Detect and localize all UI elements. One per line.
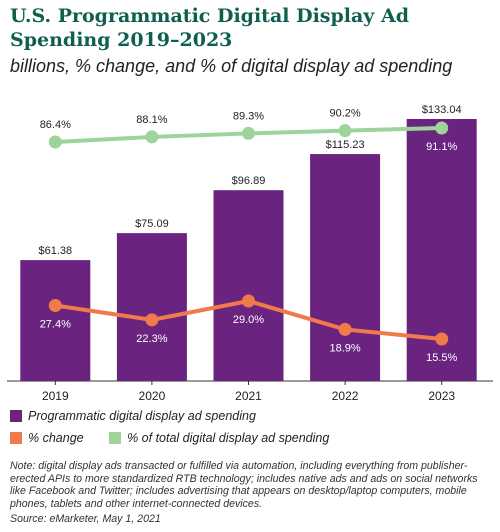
- chart-source: Source: eMarketer, May 1, 2021: [10, 513, 161, 525]
- legend-swatch-share: [109, 432, 122, 444]
- bar-2021: [213, 190, 284, 381]
- share-label-2020: 88.1%: [136, 114, 167, 126]
- change-label-2023: 15.5%: [426, 352, 457, 364]
- share-point-2022: [338, 124, 352, 138]
- legend-row-2: % change % of total digital display ad s…: [10, 431, 490, 447]
- bar-value-label-2022: $115.23: [326, 139, 365, 151]
- change-point-2021: [242, 294, 255, 308]
- x-tick-label-2022: 2022: [332, 389, 359, 403]
- bar-2022: [310, 154, 381, 381]
- x-tick-label-2019: 2019: [42, 389, 69, 403]
- change-label-2022: 18.9%: [329, 342, 360, 354]
- change-label-2019: 27.4%: [40, 319, 71, 331]
- change-point-2022: [338, 322, 352, 336]
- x-tick-label-2020: 2020: [139, 389, 166, 403]
- x-tick-label-2023: 2023: [428, 389, 455, 403]
- change-label-2020: 22.3%: [136, 333, 167, 345]
- chart: $61.38 $75.09 $96.89 $115.23 $133.04 2019 2020…: [7, 104, 493, 403]
- chart-title: U.S. Programmatic Digital Display Ad Spe…: [10, 5, 409, 51]
- change-point-2020: [145, 313, 159, 327]
- chart-subtitle: billions, % change, and % of digital dis…: [10, 56, 453, 76]
- change-label-2021: 29.0%: [233, 314, 264, 326]
- bar-value-label-2019: $61.38: [38, 245, 72, 257]
- bar-2020: [116, 233, 187, 381]
- share-label-2019: 86.4%: [40, 119, 71, 131]
- share-point-2019: [48, 135, 62, 149]
- share-label-2023: 91.1%: [426, 141, 457, 153]
- share-point-2023: [435, 121, 449, 135]
- bar-value-label-2020: $75.09: [135, 218, 169, 230]
- bar-value-label-2023: $133.04: [422, 104, 462, 116]
- legend-label-share: % of total digital display ad spending: [127, 431, 330, 445]
- change-point-2023: [435, 332, 449, 346]
- share-point-2021: [242, 126, 255, 140]
- legend-label-change: % change: [28, 431, 84, 445]
- share-label-2022: 90.2%: [329, 108, 360, 120]
- share-point-2020: [145, 130, 159, 144]
- chart-note: Note: digital display ads transacted or …: [10, 460, 478, 510]
- legend-item-spending: Programmatic digital display ad spending: [10, 409, 256, 423]
- legend-row-1: Programmatic digital display ad spending: [10, 409, 490, 425]
- legend-label-spending: Programmatic digital display ad spending: [28, 409, 256, 423]
- change-point-2019: [48, 299, 62, 313]
- legend-item-share: % of total digital display ad spending: [109, 431, 329, 445]
- x-tick-label-2021: 2021: [235, 389, 262, 403]
- bar-value-label-2021: $96.89: [232, 175, 266, 187]
- share-label-2021: 89.3%: [233, 110, 264, 122]
- bar-2019: [20, 260, 91, 381]
- legend-item-change: % change: [10, 431, 84, 445]
- legend-swatch-change: [10, 432, 22, 444]
- legend-swatch-spending: [10, 410, 22, 422]
